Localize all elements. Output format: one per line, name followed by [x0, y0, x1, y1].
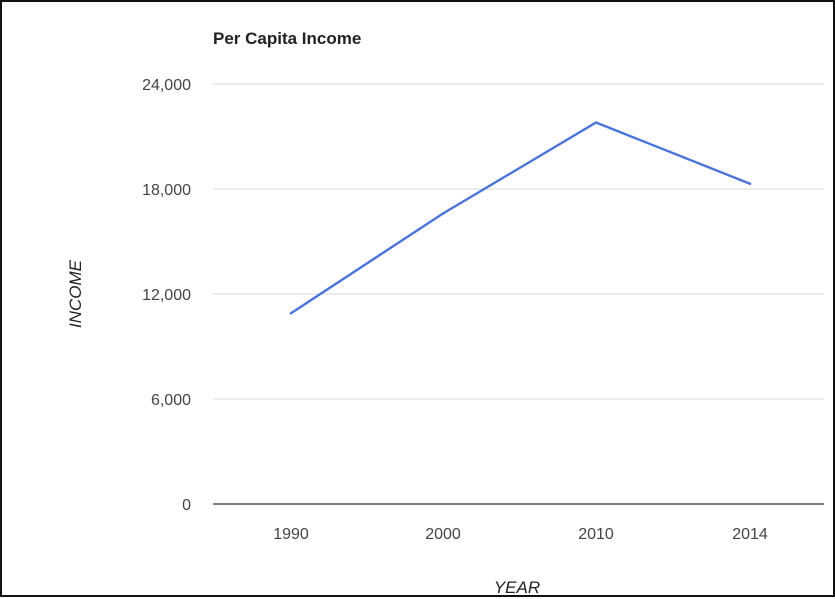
data-point [441, 212, 445, 215]
data-points [289, 121, 752, 315]
data-point [594, 121, 598, 124]
series-line [289, 121, 752, 315]
gridlines [213, 83, 824, 400]
y-tick-label: 12,000 [142, 287, 191, 304]
x-tick-label: 2000 [425, 526, 461, 543]
y-tick-labels: 0 6,000 12,000 18,000 24,000 [142, 77, 191, 514]
y-tick-label: 18,000 [142, 182, 191, 199]
y-tick-label: 6,000 [151, 392, 191, 409]
y-tick-label: 24,000 [142, 77, 191, 94]
x-axis-title: YEAR [494, 578, 540, 597]
x-tick-label: 2014 [732, 526, 768, 543]
data-point [748, 182, 752, 185]
x-tick-label: 2010 [578, 526, 614, 543]
chart-title: Per Capita Income [213, 29, 361, 48]
y-axis-title: INCOME [66, 259, 85, 328]
x-tick-label: 1990 [273, 526, 309, 543]
data-point [289, 312, 293, 315]
x-tick-labels: 1990 2000 2010 2014 [273, 526, 768, 543]
y-tick-label: 0 [182, 497, 191, 514]
